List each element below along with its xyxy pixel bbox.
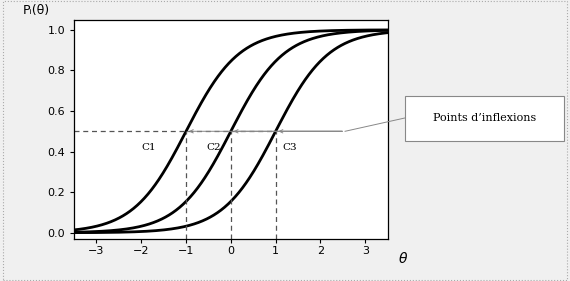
Text: C1: C1	[141, 144, 156, 153]
X-axis label: θ: θ	[399, 252, 408, 266]
Text: C3: C3	[282, 144, 297, 153]
Text: C2: C2	[206, 144, 221, 153]
Y-axis label: Pᵢ(θ): Pᵢ(θ)	[23, 4, 50, 17]
Text: Points d’inflexions: Points d’inflexions	[433, 113, 536, 123]
